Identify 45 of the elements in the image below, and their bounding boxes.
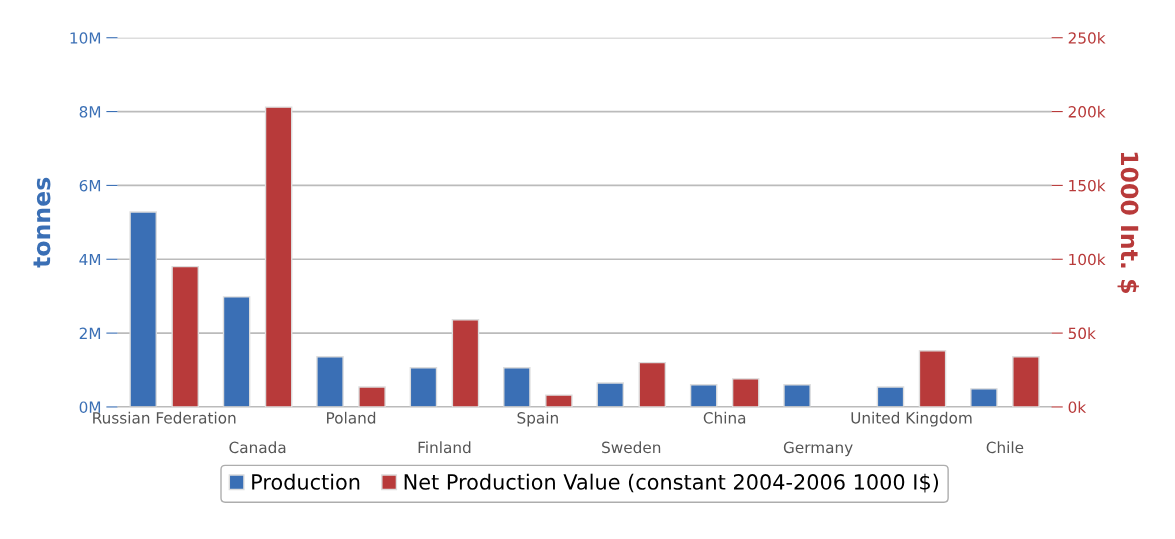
bar (731, 378, 760, 407)
bar (409, 367, 438, 407)
bar (503, 367, 531, 407)
bar (689, 384, 718, 407)
y-tick-label: 2M (79, 327, 101, 339)
y2-tick-label: 100k (1069, 253, 1106, 266)
y-axis-title: tonnes (33, 177, 51, 268)
y2-tick-label: 0k (1068, 401, 1087, 413)
x-tick-label: Chile (986, 441, 1024, 454)
bar (171, 265, 199, 407)
y-tick-label: 6M (79, 179, 101, 192)
x-tick-label: Poland (327, 411, 376, 424)
legend-label: Net Production Value (constant 2004-2006 1000 I$) (404, 473, 939, 493)
bar (264, 106, 293, 407)
x-tick-label: Germany (783, 441, 853, 457)
bar (918, 350, 947, 407)
bar (316, 356, 344, 407)
x-tick-label: Canada (229, 441, 286, 454)
y2-tick-label: 150k (1069, 179, 1106, 192)
x-tick-label: Russian Federation (93, 411, 236, 424)
legend-label: Production (252, 473, 360, 490)
x-tick-label: United Kingdom (851, 411, 972, 427)
y2-tick-label: 200k (1068, 105, 1106, 118)
bar (129, 211, 157, 407)
bar (783, 384, 811, 407)
bar (358, 386, 386, 407)
x-tick-label: China (703, 411, 746, 424)
bar (222, 296, 251, 407)
bar (451, 319, 480, 407)
y2-tick-label: 50k (1068, 327, 1096, 340)
x-tick-label: Finland (418, 441, 471, 454)
bar (596, 382, 625, 407)
x-tick-label: Sweden (602, 441, 661, 454)
y-tick-label: 8M (79, 106, 101, 118)
y-tick-label: 10M (70, 32, 101, 44)
x-tick-label: Spain (517, 411, 558, 427)
y-tick-label: 0M (79, 401, 101, 413)
bar (545, 394, 573, 407)
bar (876, 386, 905, 407)
y2-tick-label: 250k (1068, 31, 1106, 44)
y-tick-label: 4M (79, 253, 101, 266)
bar (970, 388, 998, 407)
bar (638, 361, 667, 407)
bar (1012, 356, 1040, 407)
y2-axis-title: 1000 Int. $ (1117, 152, 1139, 293)
